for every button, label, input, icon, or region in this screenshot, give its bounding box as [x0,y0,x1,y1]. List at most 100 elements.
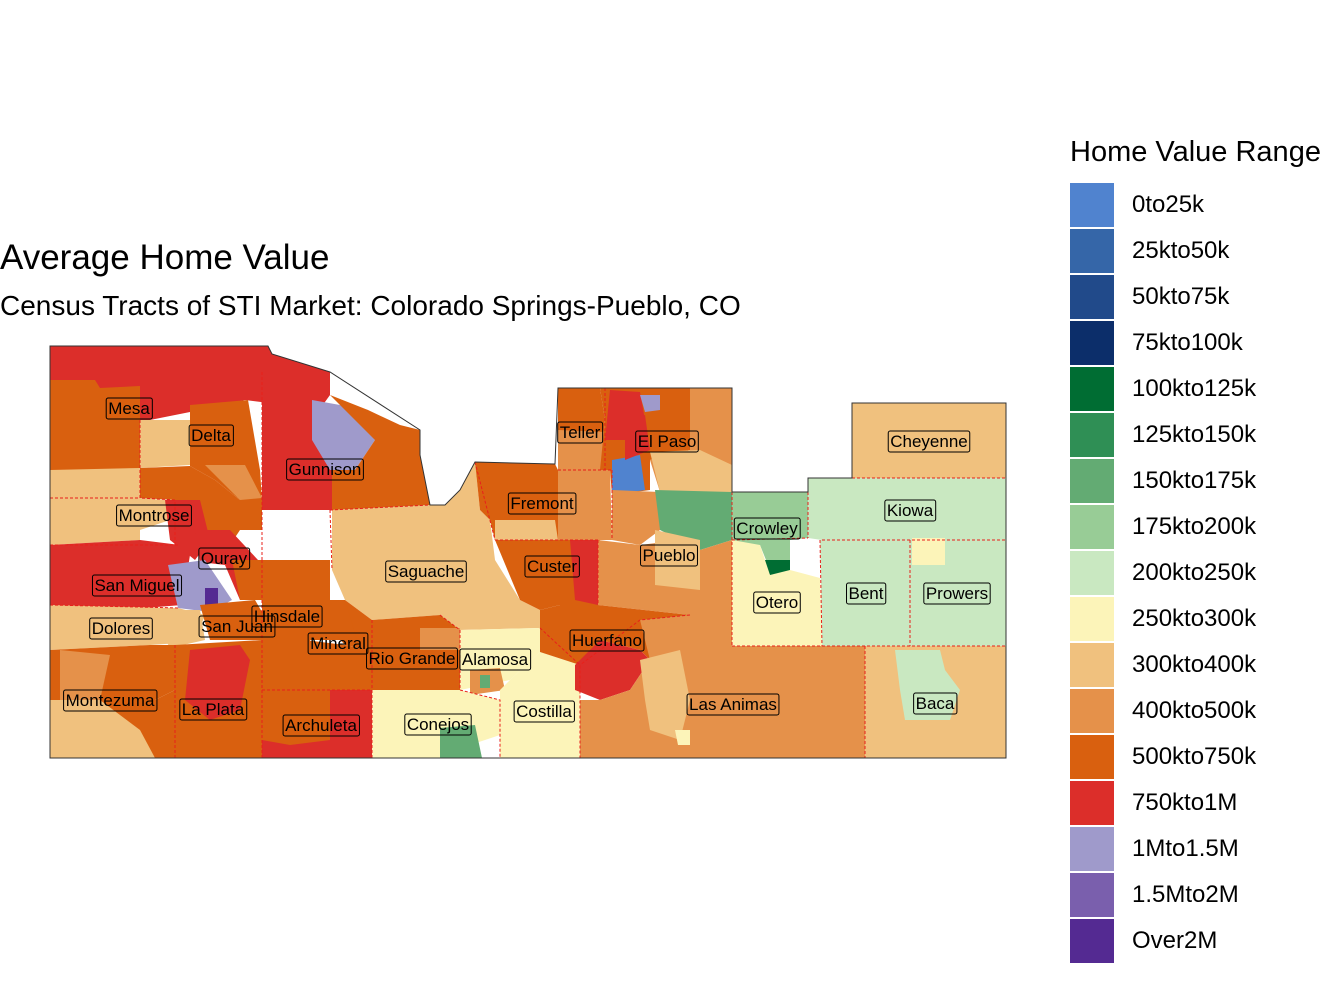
legend-label: 1.5Mto2M [1132,881,1239,908]
county-label: Delta [188,424,234,447]
county-label-text: Saguache [388,562,465,581]
tract-polygon [205,465,262,500]
county-label: Otero [753,591,801,614]
county-label-text: Huerfano [572,631,642,650]
county-border [439,614,461,690]
county-label: Las Animas [686,693,780,716]
choropleth-map: Mesa Delta Gunnison Teller El Paso Cheyenne Fr… [49,345,1007,759]
tract-polygon [205,588,218,608]
legend-swatch [1070,505,1114,549]
county-label: Huerfano [569,629,645,652]
legend-swatch [1070,459,1114,503]
legend-item: Over2M [1070,919,1321,965]
county-border [139,420,176,545]
legend-item: 1Mto1.5M [1070,827,1321,873]
legend-item: 200kto250k [1070,551,1321,597]
county-label-text: Gunnison [289,460,362,479]
legend-label: 500kto750k [1132,743,1257,770]
tract-polygon [50,380,140,470]
tract-polygon [675,730,690,745]
legend-swatch [1070,413,1114,457]
county-label-box [282,714,360,737]
legend-swatch [1070,275,1114,319]
county-label-text: Crowley [736,519,798,538]
county-label-box [887,430,971,453]
county-label: Fremont [507,492,577,515]
tract-polygon [820,540,910,646]
county-label-text: Mineral [310,634,366,653]
county-label-box [884,499,937,522]
county-label: Costilla [513,700,575,723]
legend-item: 75kto100k [1070,321,1321,367]
tract-polygon [262,690,330,745]
county-border [49,604,181,609]
county-label: La Plata [179,698,248,721]
county-label-box [366,647,458,670]
tract-polygon [575,640,650,700]
county-label-box [513,700,575,723]
county-label-box [459,648,532,671]
county-border-layer [49,372,1006,758]
county-label: Kiowa [884,499,937,522]
county-label: Saguache [385,560,467,583]
county-label-layer: Mesa Delta Gunnison Teller El Paso Cheyenne Fr… [63,397,991,737]
tract-polygon [808,478,1006,540]
county-label-text: Delta [191,426,231,445]
county-label-text: Cheyenne [890,432,968,451]
tract-polygon [558,430,605,470]
legend-swatch [1070,643,1114,687]
county-label-box [753,591,801,614]
tract-polygon [650,450,732,492]
legend-swatch [1070,919,1114,963]
legend-swatch [1070,827,1114,871]
county-label-text: Pueblo [643,546,696,565]
legend-item: 750kto1M [1070,781,1321,827]
county-label-box [188,424,234,447]
county-label: Alamosa [459,648,532,671]
county-label-text: Ouray [201,549,248,568]
legend-label: 175kto200k [1132,513,1257,540]
county-label: San Miguel [91,574,183,597]
county-label-box [385,560,467,583]
legend-item: 50kto75k [1070,275,1321,321]
legend-title: Home Value Range [1070,136,1321,168]
legend-label: Over2M [1132,927,1218,954]
county-label-text: San Juan [201,617,273,636]
county-label-box [635,430,699,453]
county-label-box [557,421,604,444]
county-label: Bent [846,582,887,605]
county-label-box [569,629,645,652]
county-label-box [507,492,577,515]
legend-swatch [1070,873,1114,917]
county-label-text: Bent [849,584,884,603]
county-label-box [198,547,251,570]
county-label-box [686,693,780,716]
legend-swatch [1070,229,1114,273]
county-label: Archuleta [282,714,360,737]
tract-polygon [500,652,580,758]
tract-polygon [185,645,250,720]
county-label-box [923,582,991,605]
county-label-box [198,615,276,638]
county-label-text: Teller [560,423,601,442]
legend-item: 175kto200k [1070,505,1321,551]
legend-label: 200kto250k [1132,559,1257,586]
legend-label: 250kto300k [1132,605,1257,632]
tract-polygon [232,560,262,600]
county-border [539,627,581,758]
county-label-text: El Paso [638,432,697,451]
county-label-text: Conejos [407,715,469,734]
legend-label: 50kto75k [1132,283,1230,310]
county-border [819,539,823,647]
county-label-text: Custer [527,557,577,576]
county-border [579,614,691,666]
county-border [474,461,496,541]
county-label-text: Kiowa [887,501,934,520]
county-label-text: Montrose [119,506,190,525]
county-label-box [116,504,192,527]
tract-polygon [480,675,490,688]
county-label-text: Costilla [516,702,572,721]
county-label: Teller [557,421,604,444]
legend-item: 125kto150k [1070,413,1321,459]
legend-label: 150kto175k [1132,467,1257,494]
